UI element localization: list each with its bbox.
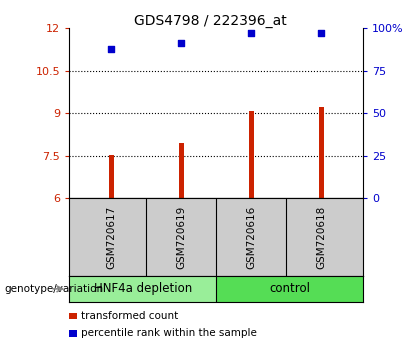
- Text: GSM720619: GSM720619: [176, 206, 186, 269]
- Bar: [249, 111, 254, 198]
- Point: [248, 30, 255, 36]
- Text: GSM720618: GSM720618: [316, 206, 326, 269]
- Bar: [216, 276, 363, 302]
- Text: control: control: [269, 282, 310, 295]
- Bar: [318, 107, 324, 198]
- Point: [108, 46, 115, 52]
- Text: GSM720616: GSM720616: [246, 206, 256, 269]
- Bar: [178, 143, 184, 198]
- Bar: [108, 155, 114, 198]
- Text: percentile rank within the sample: percentile rank within the sample: [81, 329, 257, 338]
- Point: [178, 40, 185, 46]
- Text: HNF4a depletion: HNF4a depletion: [94, 282, 192, 295]
- Text: transformed count: transformed count: [81, 311, 178, 321]
- Text: GSM720617: GSM720617: [106, 206, 116, 269]
- Text: GDS4798 / 222396_at: GDS4798 / 222396_at: [134, 14, 286, 28]
- Text: genotype/variation: genotype/variation: [4, 284, 103, 294]
- Point: [318, 30, 325, 36]
